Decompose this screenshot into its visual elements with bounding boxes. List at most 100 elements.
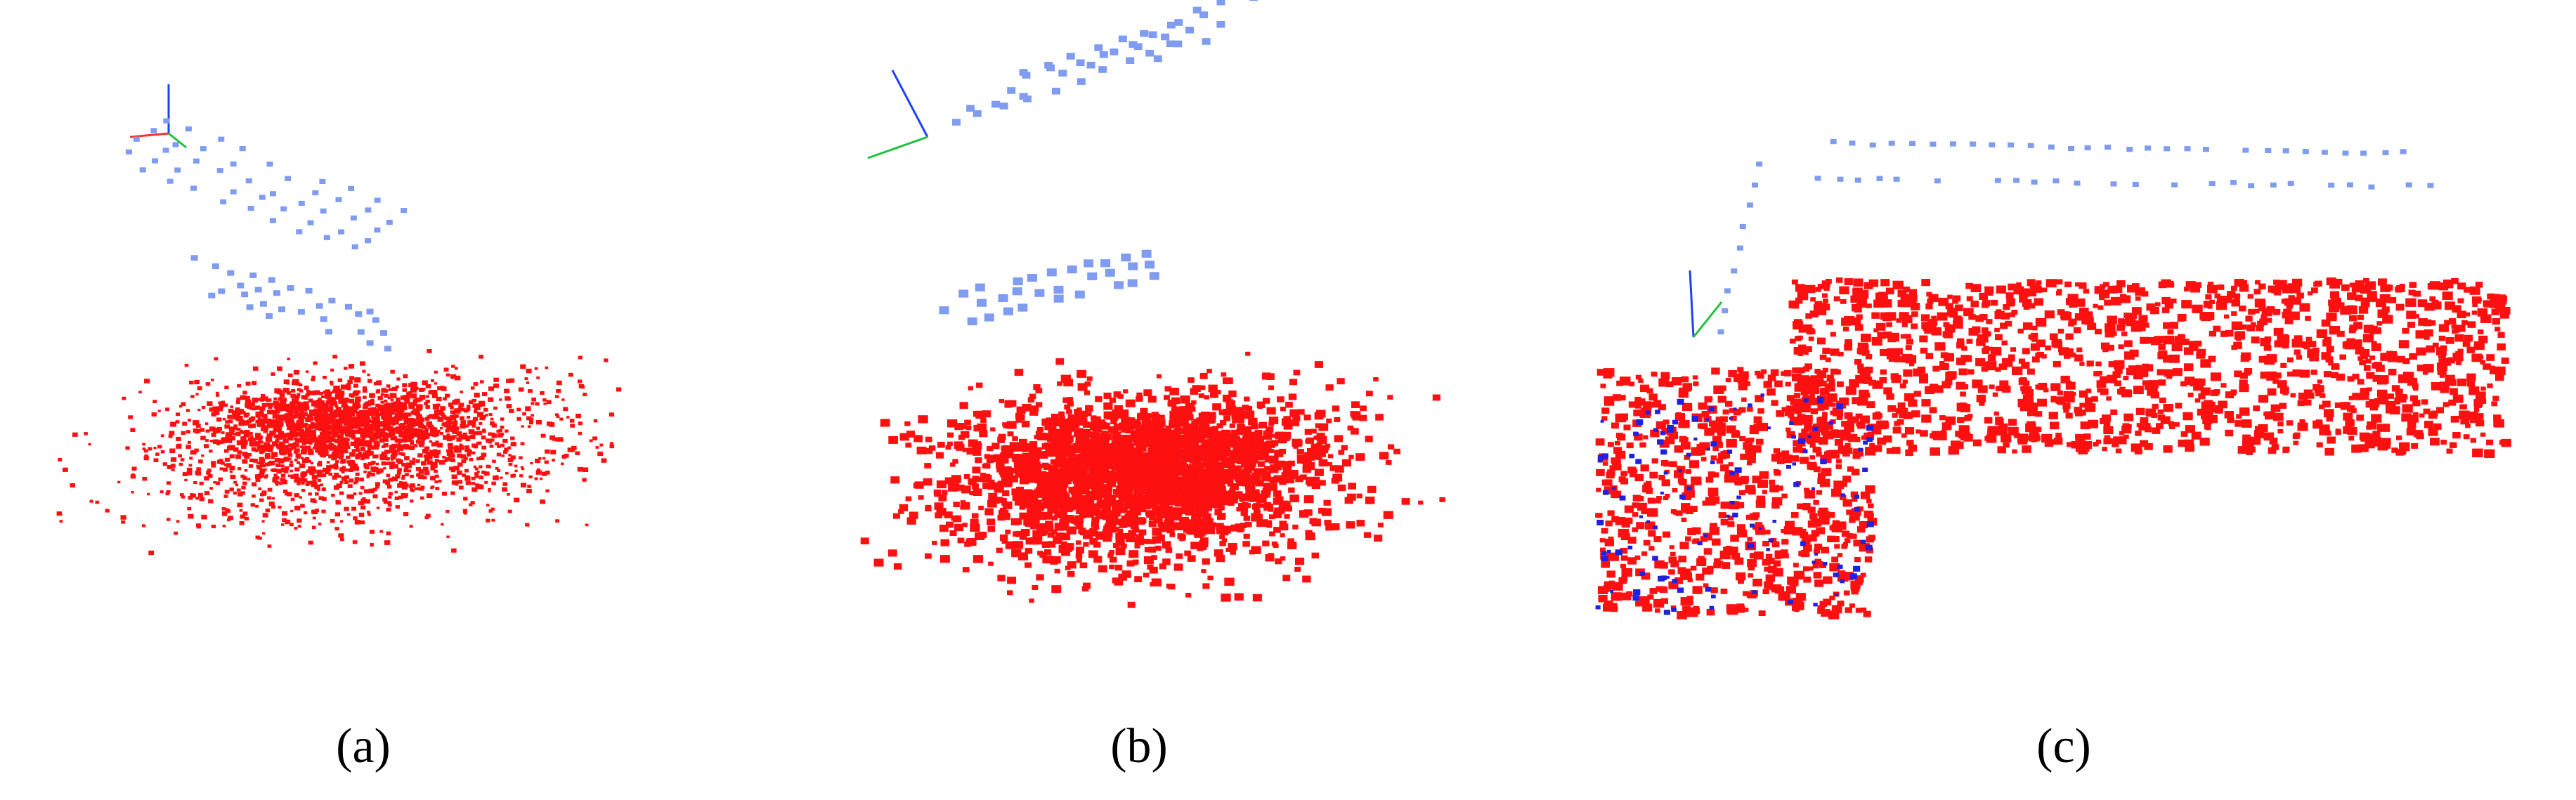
point: [401, 474, 405, 478]
point: [273, 434, 279, 439]
point: [188, 513, 194, 519]
point: [1232, 491, 1243, 499]
point: [1029, 515, 1040, 523]
point: [1121, 254, 1131, 262]
point: [252, 482, 257, 487]
point: [466, 407, 471, 412]
point: [388, 492, 393, 496]
point: [207, 401, 213, 406]
point: [1266, 440, 1275, 448]
point: [190, 185, 197, 191]
point: [340, 409, 346, 415]
point: [240, 429, 244, 433]
point: [1327, 462, 1332, 466]
point: [1041, 541, 1050, 548]
point: [370, 542, 374, 546]
point: [346, 383, 351, 388]
point: [379, 530, 384, 533]
point: [1266, 407, 1276, 415]
point: [311, 375, 316, 379]
point: [193, 158, 200, 164]
point: [1109, 564, 1115, 570]
point: [240, 395, 246, 400]
point: [282, 490, 288, 494]
point: [1179, 415, 1189, 423]
point: [1113, 424, 1123, 431]
point: [488, 490, 491, 493]
point: [898, 509, 904, 514]
point: [500, 476, 503, 479]
point: [975, 382, 983, 388]
point: [2274, 372, 2282, 379]
point: [318, 416, 325, 421]
point: [418, 423, 424, 428]
point: [488, 386, 495, 391]
point: [1143, 471, 1150, 477]
point: [434, 450, 441, 455]
point: [488, 432, 493, 436]
point: [1067, 561, 1076, 569]
point: [1000, 470, 1008, 478]
point: [259, 398, 264, 402]
point: [369, 445, 375, 450]
point: [339, 480, 344, 484]
point: [333, 457, 337, 460]
point: [380, 393, 384, 396]
point: [481, 392, 488, 396]
point: [429, 450, 435, 454]
point: [266, 418, 271, 423]
point: [1318, 445, 1329, 453]
point: [296, 382, 301, 386]
point: [384, 403, 388, 407]
point: [301, 442, 306, 446]
point: [169, 448, 176, 454]
point: [1100, 259, 1111, 268]
point: [1207, 426, 1216, 434]
point: [200, 435, 206, 440]
point: [410, 442, 415, 445]
point: [1303, 464, 1312, 472]
point: [405, 427, 410, 431]
point: [1159, 445, 1170, 454]
point: [1055, 436, 1065, 445]
point: [1085, 459, 1095, 468]
point: [1191, 512, 1202, 520]
point: [386, 384, 391, 388]
point: [493, 377, 499, 382]
point: [301, 481, 305, 485]
point: [1088, 528, 1098, 536]
point: [1001, 498, 1007, 503]
point: [434, 480, 438, 484]
point: [425, 405, 430, 409]
point: [367, 442, 372, 446]
point: [1263, 483, 1273, 491]
point: [2290, 393, 2296, 398]
point: [1076, 369, 1087, 378]
point: [227, 270, 235, 276]
point: [1154, 487, 1160, 493]
point: [1251, 431, 1261, 440]
point: [454, 367, 458, 370]
point: [1029, 393, 1036, 400]
point: [242, 459, 248, 464]
point: [1112, 461, 1121, 468]
point: [1325, 384, 1334, 391]
point: [225, 435, 229, 439]
point: [167, 178, 174, 184]
point: [1244, 396, 1250, 402]
point: [426, 452, 431, 455]
point: [1223, 460, 1232, 468]
point: [1310, 428, 1317, 434]
point: [376, 389, 381, 393]
point: [275, 476, 280, 480]
point: [1032, 530, 1041, 537]
point: [241, 420, 248, 426]
point: [330, 383, 334, 386]
point: [281, 398, 287, 402]
point: [1312, 447, 1322, 456]
point: [252, 381, 257, 386]
point: [1094, 447, 1102, 454]
point: [1204, 395, 1210, 400]
point: [365, 418, 371, 423]
point: [260, 423, 266, 428]
